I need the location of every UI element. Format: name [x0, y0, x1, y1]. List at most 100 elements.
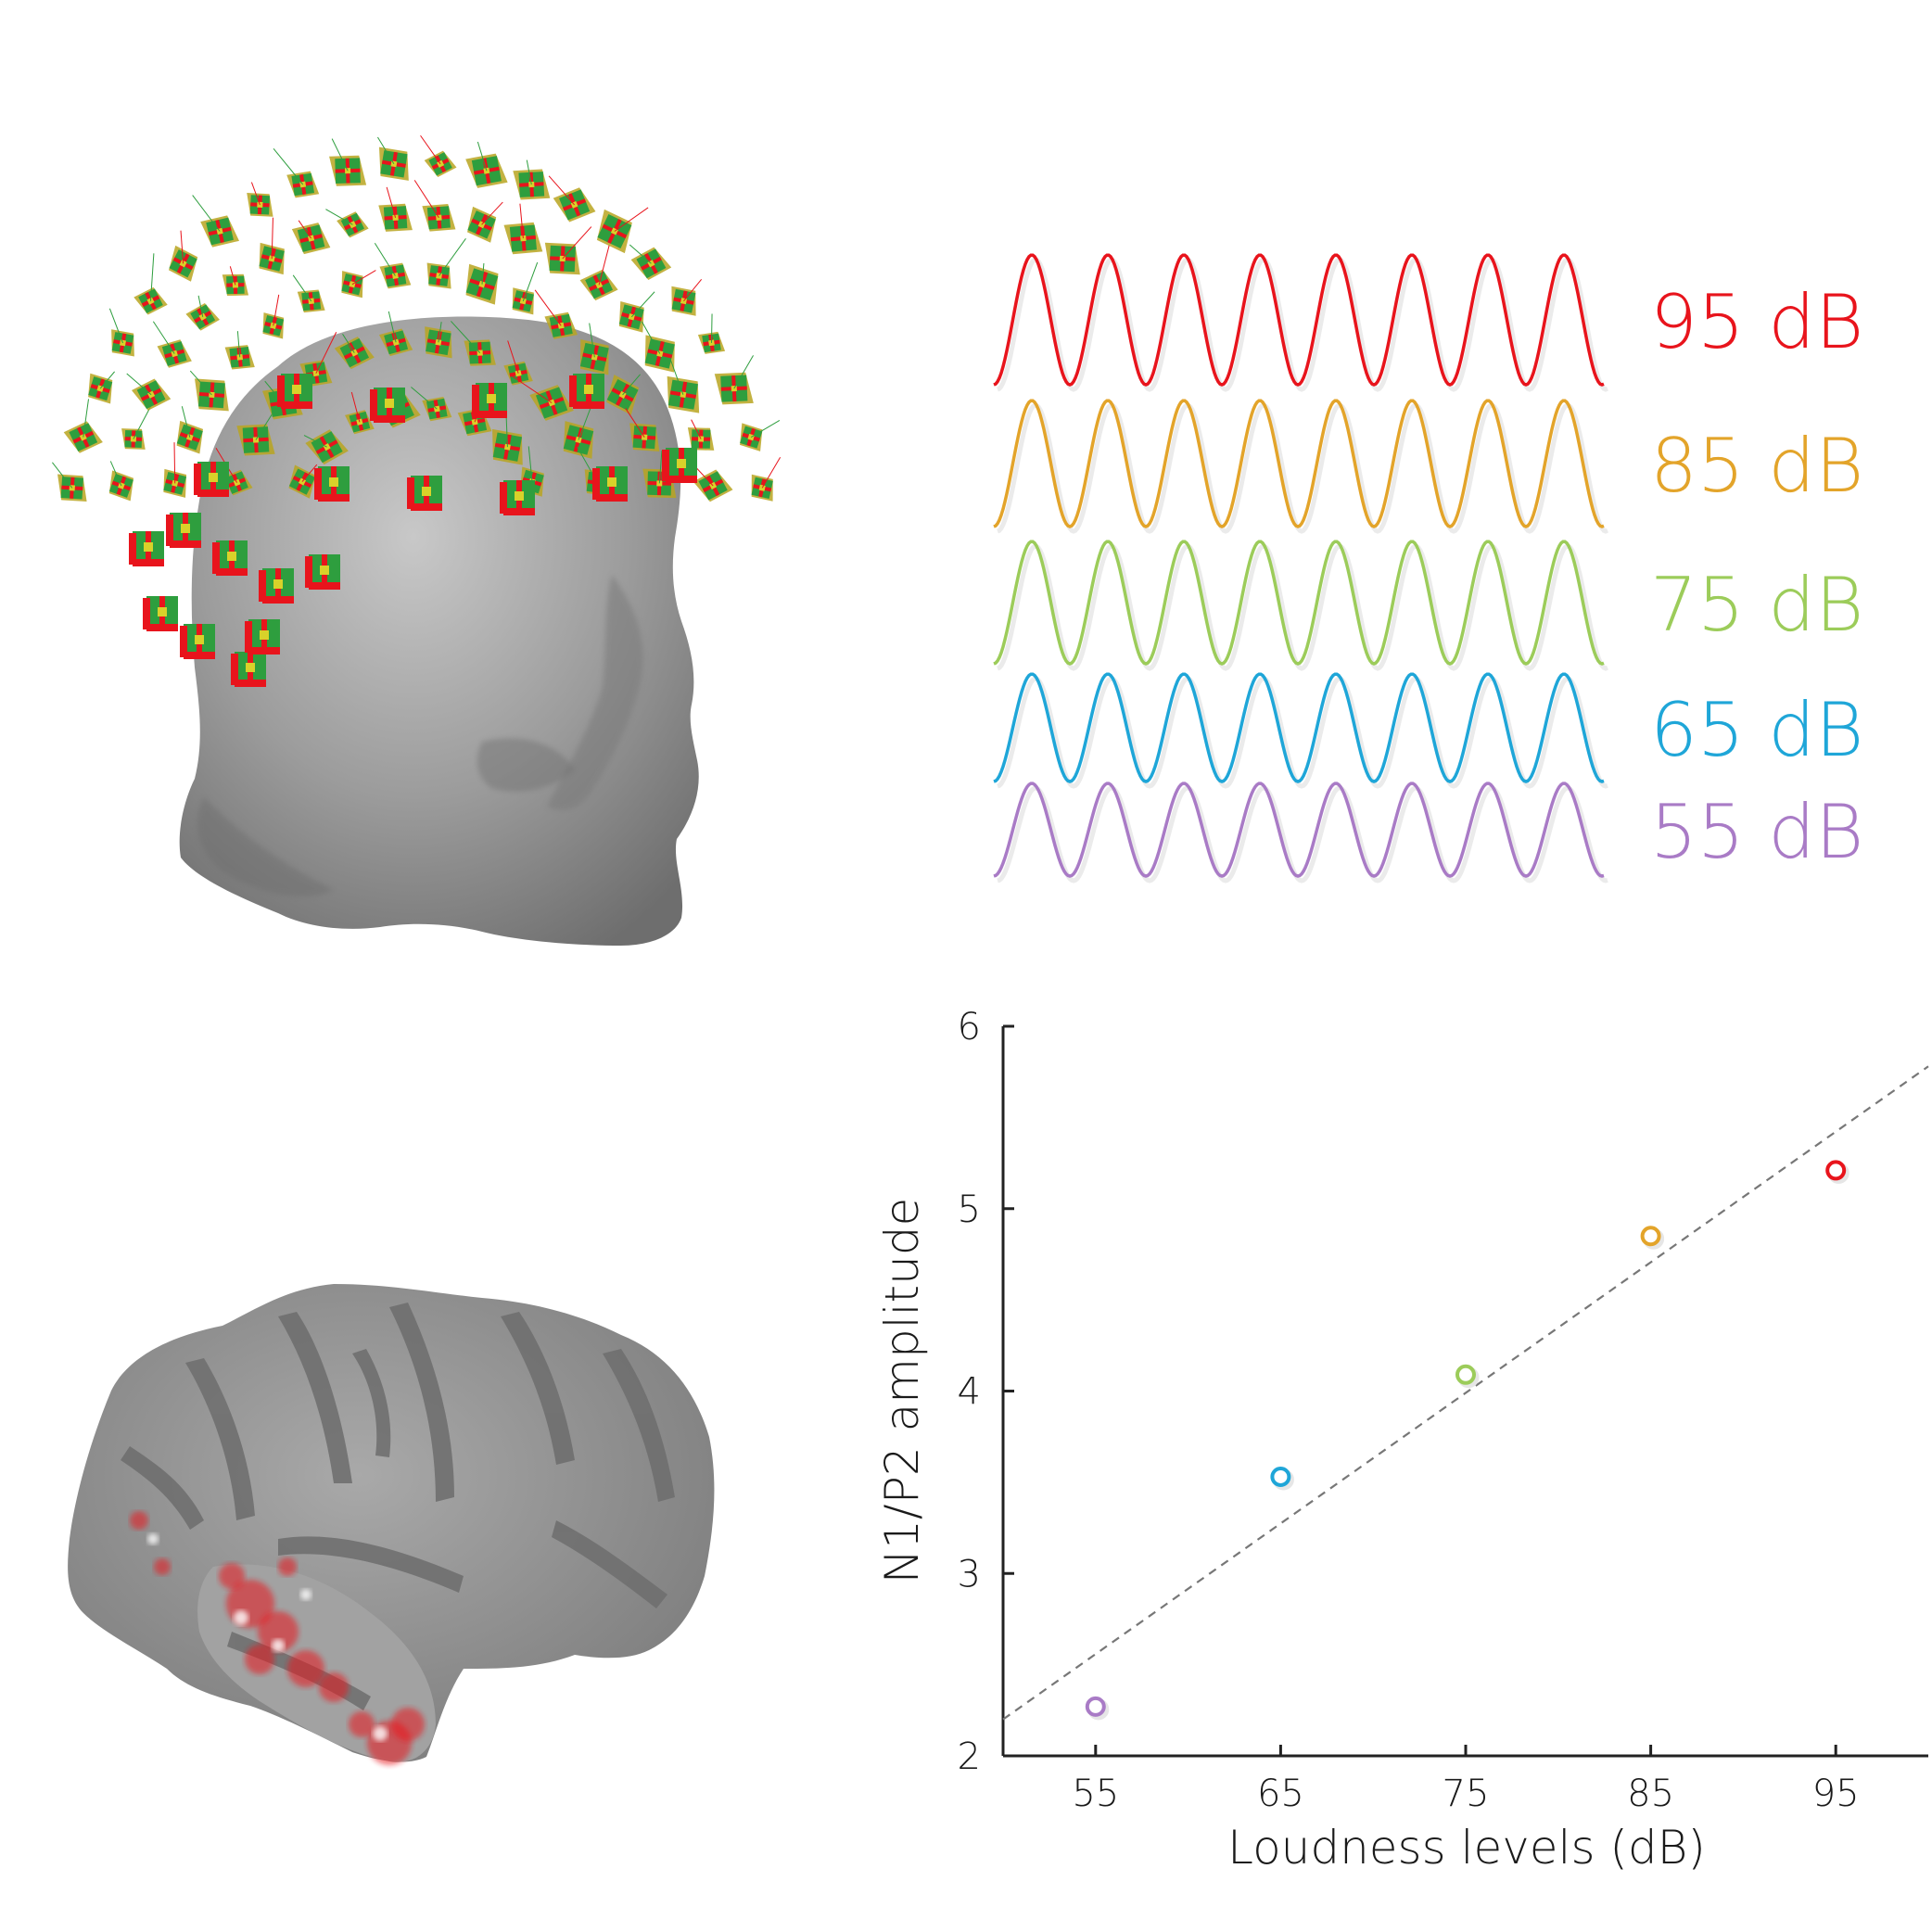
- activation-highlight: [147, 1533, 159, 1544]
- sulcus: [185, 1358, 255, 1520]
- meg-sensor: [121, 400, 154, 450]
- meg-sensor: [465, 262, 499, 305]
- wave-65db: [993, 672, 1605, 783]
- activation-blob: [278, 1557, 297, 1576]
- meg-sensor: [166, 513, 201, 548]
- meg-sensor: [224, 331, 255, 370]
- meg-sensor: [512, 261, 539, 315]
- meg-sensor: [345, 391, 375, 435]
- meg-sensor: [618, 291, 655, 333]
- meg-sensor: [378, 311, 413, 357]
- meg-sensor: [693, 467, 733, 502]
- meg-sensor: [325, 209, 369, 238]
- y-tick-label: 4: [958, 1371, 981, 1414]
- meg-sensor: [606, 374, 641, 415]
- meg-sensor: [563, 402, 594, 459]
- meg-sensor: [262, 294, 285, 339]
- sulcus: [352, 1349, 391, 1457]
- meg-sensor: [133, 253, 168, 315]
- meg-sensor: [185, 295, 220, 331]
- meg-sensor: [63, 399, 103, 453]
- sulcus: [278, 1312, 352, 1483]
- activation-blob: [130, 1511, 148, 1530]
- meg-sensor: [751, 456, 782, 502]
- meg-sensor: [714, 355, 754, 405]
- meg-sensor: [176, 406, 204, 454]
- meg-sensor: [503, 203, 543, 255]
- meg-sensor: [512, 375, 574, 421]
- data-point-55: [1085, 1696, 1106, 1717]
- activation-blob: [349, 1711, 375, 1737]
- meg-sensor: [548, 175, 596, 222]
- y-tick-label: 6: [958, 1006, 981, 1049]
- x-tick-label: 65: [1257, 1773, 1304, 1815]
- meg-sensor: [231, 652, 266, 687]
- meg-sensor: [687, 419, 715, 451]
- meg-sensor: [697, 313, 726, 354]
- activation-blob: [258, 1611, 299, 1652]
- legend-label-55db: 55 dB: [1650, 789, 1863, 875]
- meg-sensor: [273, 148, 320, 198]
- meg-sensor: [425, 322, 452, 359]
- meg-sensor: [194, 462, 229, 497]
- meg-sensor: [52, 462, 87, 502]
- activation-blob: [391, 1708, 425, 1741]
- meg-sensor: [212, 540, 248, 576]
- meg-sensor: [143, 596, 178, 631]
- activation-blob: [219, 1563, 245, 1589]
- meg-sensor: [288, 464, 318, 499]
- neck-shadow: [197, 797, 334, 897]
- y-axis-ticks: 2 3 4 5 6: [958, 1006, 1014, 1778]
- meg-sensor: [407, 476, 442, 511]
- meg-sensor: [579, 245, 618, 301]
- wave-75db: [993, 540, 1605, 666]
- meg-sensor: [152, 321, 192, 368]
- activation-highlight: [373, 1726, 388, 1741]
- meg-sensor: [259, 568, 294, 604]
- meg-sensor: [467, 201, 503, 243]
- meg-sensor: [192, 195, 239, 248]
- meg-sensor: [180, 624, 215, 659]
- wave-shadow: [997, 257, 1608, 392]
- meg-sensor: [259, 217, 285, 275]
- meg-sensor: [377, 136, 409, 181]
- meg-sensor: [108, 461, 134, 502]
- meg-sensor: [592, 466, 628, 502]
- meg-sensor: [169, 230, 198, 282]
- meg-sensor: [236, 410, 275, 456]
- meg-sensor: [129, 531, 164, 566]
- meg-sensor: [420, 134, 457, 177]
- meg-sensor: [625, 408, 660, 452]
- sulcus: [552, 1520, 667, 1608]
- meg-sensor: [222, 266, 249, 297]
- meg-sensor: [163, 442, 187, 498]
- x-tick-label: 55: [1072, 1773, 1119, 1815]
- y-axis-label: N1/P2 amplitude: [875, 1198, 929, 1584]
- meg-sensor: [329, 138, 367, 186]
- sulcus: [278, 1536, 464, 1593]
- activation-blob: [154, 1558, 171, 1575]
- meg-sensor: [426, 238, 466, 289]
- x-axis-ticks: 55 65 75 85 95: [1072, 1745, 1860, 1815]
- legend-label-85db: 85 dB: [1650, 423, 1863, 509]
- meg-head-illustration: [52, 134, 782, 946]
- fit-line: [1002, 1065, 1929, 1721]
- meg-sensor: [88, 371, 115, 404]
- y-tick-label: 2: [958, 1735, 981, 1778]
- legend-label-65db: 65 dB: [1650, 687, 1863, 773]
- meg-sensor: [303, 429, 349, 465]
- meg-sensor: [334, 333, 375, 370]
- sulcus: [501, 1312, 575, 1465]
- meg-sensor: [378, 186, 413, 232]
- meg-sensor: [292, 274, 325, 313]
- data-point-75: [1455, 1364, 1476, 1385]
- activation-highlight: [300, 1589, 311, 1600]
- activation-blob: [245, 1645, 274, 1674]
- legend-label-75db: 75 dB: [1650, 562, 1863, 648]
- meg-sensor: [370, 388, 405, 423]
- wave-95db: [993, 253, 1605, 387]
- wave-shadow: [997, 543, 1608, 671]
- meg-sensor: [596, 207, 649, 254]
- meg-sensor: [451, 321, 496, 366]
